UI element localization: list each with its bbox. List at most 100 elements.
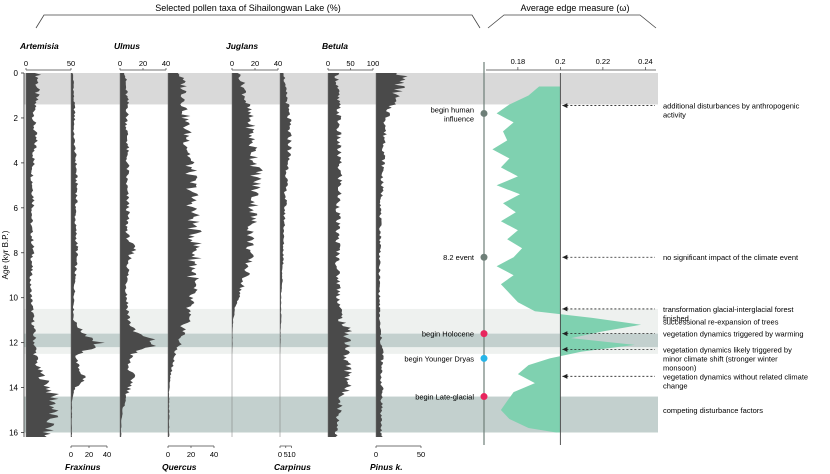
taxon-area: [232, 73, 263, 437]
event-label: begin Younger Dryas: [404, 354, 474, 363]
annotation-text: vegetation dynamics triggered by warming: [663, 330, 804, 339]
taxon-tick-label: 0: [118, 59, 122, 68]
taxon-tick-label: 40: [274, 59, 282, 68]
taxon-tick-label: 50: [346, 59, 354, 68]
event-label: 8.2 event: [443, 253, 475, 262]
taxon-ulmus: 0 20 40 Ulmus: [114, 41, 170, 437]
taxon-tick-label: 0: [374, 450, 378, 459]
edge-tick-label: 0.24: [638, 57, 653, 66]
edge-tick-label: 0.22: [596, 57, 611, 66]
taxon-name: Fraxinus: [65, 462, 101, 472]
taxon-area: [168, 73, 202, 437]
taxon-betula: 0 50 100 Betula: [322, 41, 379, 437]
annotation-text: successional re-expansion of trees: [663, 317, 779, 326]
age-tick-label: 16: [9, 429, 18, 438]
edge-tick-label: 0.18: [511, 57, 526, 66]
taxon-name: Carpinus: [274, 462, 311, 472]
edge-measure-panel: 0.18 0.2 0.22 0.24: [483, 57, 656, 445]
taxon-tick-label: 0: [326, 59, 330, 68]
event-marker: [480, 330, 488, 338]
taxon-artemisia: 0 50 Artemisia: [19, 41, 75, 437]
annotation-text: finished: [663, 314, 689, 323]
annotation-text: additional disturbances by anthropogenic: [663, 102, 800, 111]
taxon-tick-label: 0: [24, 59, 28, 68]
annotation-arrowhead: [562, 331, 568, 337]
taxon-tick-label: 40: [210, 450, 218, 459]
right-title-bracket: [487, 14, 657, 29]
annotation-text: no significant impact of the climate eve…: [663, 253, 799, 262]
age-tick-label: 14: [9, 384, 18, 393]
event-label: influence: [444, 114, 474, 123]
annotation-text: change: [663, 381, 688, 390]
taxon-area: [328, 73, 353, 437]
taxon-area: [376, 73, 408, 437]
edge-tick-label: 0.2: [555, 57, 565, 66]
age-tick-label: 4: [14, 159, 19, 168]
taxon-area: [26, 73, 59, 437]
taxon-tick-label: 5: [284, 450, 288, 459]
annotation-arrowhead: [562, 306, 568, 312]
event-marker: [480, 354, 488, 362]
event-label: begin Late-glacial: [415, 393, 474, 402]
age-tick-label: 10: [9, 294, 18, 303]
age-axis: 0 2 4 6 8 10 12 14 16: [9, 69, 25, 438]
taxon-tick-label: 40: [162, 59, 170, 68]
taxon-tick-label: 20: [139, 59, 147, 68]
age-tick-label: 8: [14, 249, 19, 258]
taxon-name: Quercus: [162, 462, 197, 472]
taxon-tick-label: 10: [287, 450, 295, 459]
taxon-tick-label: 0: [278, 450, 282, 459]
age-tick-label: 0: [14, 69, 19, 78]
taxon-tick-label: 50: [417, 450, 425, 459]
annotation-text: minor climate shift (stronger winter: [663, 354, 778, 363]
taxon-tick-label: 40: [103, 450, 111, 459]
age-tick-label: 6: [14, 204, 19, 213]
right-panel-title: Average edge measure (ω): [521, 3, 630, 13]
y-axis-label: Age (kyr B.P.): [1, 230, 10, 279]
annotation-arrowhead: [562, 373, 568, 379]
annotation-text: monsoon): [663, 363, 697, 372]
panel-titles: Selected pollen taxa of Sihailongwan Lak…: [1, 3, 657, 279]
age-tick-label: 2: [14, 114, 19, 123]
annotation-text: competing disturbance factors: [663, 406, 763, 415]
taxon-pinusk: 0 50 Pinus k.: [370, 73, 425, 472]
taxon-area: [280, 73, 292, 437]
taxon-tick-label: 20: [251, 59, 259, 68]
annotation-text: activity: [663, 111, 686, 120]
age-tick-label: 12: [9, 339, 18, 348]
taxon-juglans: 0 20 40 Juglans: [226, 41, 282, 437]
taxon-tick-label: 20: [85, 450, 93, 459]
left-panel-title: Selected pollen taxa of Sihailongwan Lak…: [155, 3, 341, 13]
taxon-area: [71, 73, 105, 437]
taxon-tick-label: 0: [230, 59, 234, 68]
shading-lateglacial-band: [24, 396, 658, 433]
taxon-name: Pinus k.: [370, 462, 403, 472]
event-marker: [480, 109, 488, 117]
taxon-tick-label: 0: [69, 450, 73, 459]
taxon-name: Ulmus: [114, 41, 140, 51]
annotation-arrowhead: [562, 346, 568, 352]
taxon-area: [120, 73, 157, 437]
annotation-arrowhead: [562, 254, 568, 260]
event-label: begin Holocene: [422, 330, 474, 339]
taxon-tick-label: 50: [67, 59, 75, 68]
event-marker: [480, 253, 488, 261]
taxon-tick-label: 0: [166, 450, 170, 459]
taxon-tick-label: 100: [367, 59, 380, 68]
taxon-tick-label: 20: [187, 450, 195, 459]
annotation-text: vegetation dynamics without related clim…: [663, 372, 808, 381]
taxon-name: Artemisia: [19, 41, 59, 51]
taxon-name: Betula: [322, 41, 348, 51]
annotations: additional disturbances by anthropogenic…: [562, 102, 808, 415]
taxon-carpinus: 0 5 10 Carpinus: [274, 73, 311, 472]
taxon-quercus: 0 20 40 Quercus: [162, 73, 218, 472]
annotation-arrowhead: [562, 103, 568, 109]
annotation-text: vegetation dynamics likely triggered by: [663, 345, 792, 354]
edge-measure-area: [492, 86, 642, 433]
event-marker: [480, 393, 488, 401]
left-title-bracket: [35, 14, 481, 29]
